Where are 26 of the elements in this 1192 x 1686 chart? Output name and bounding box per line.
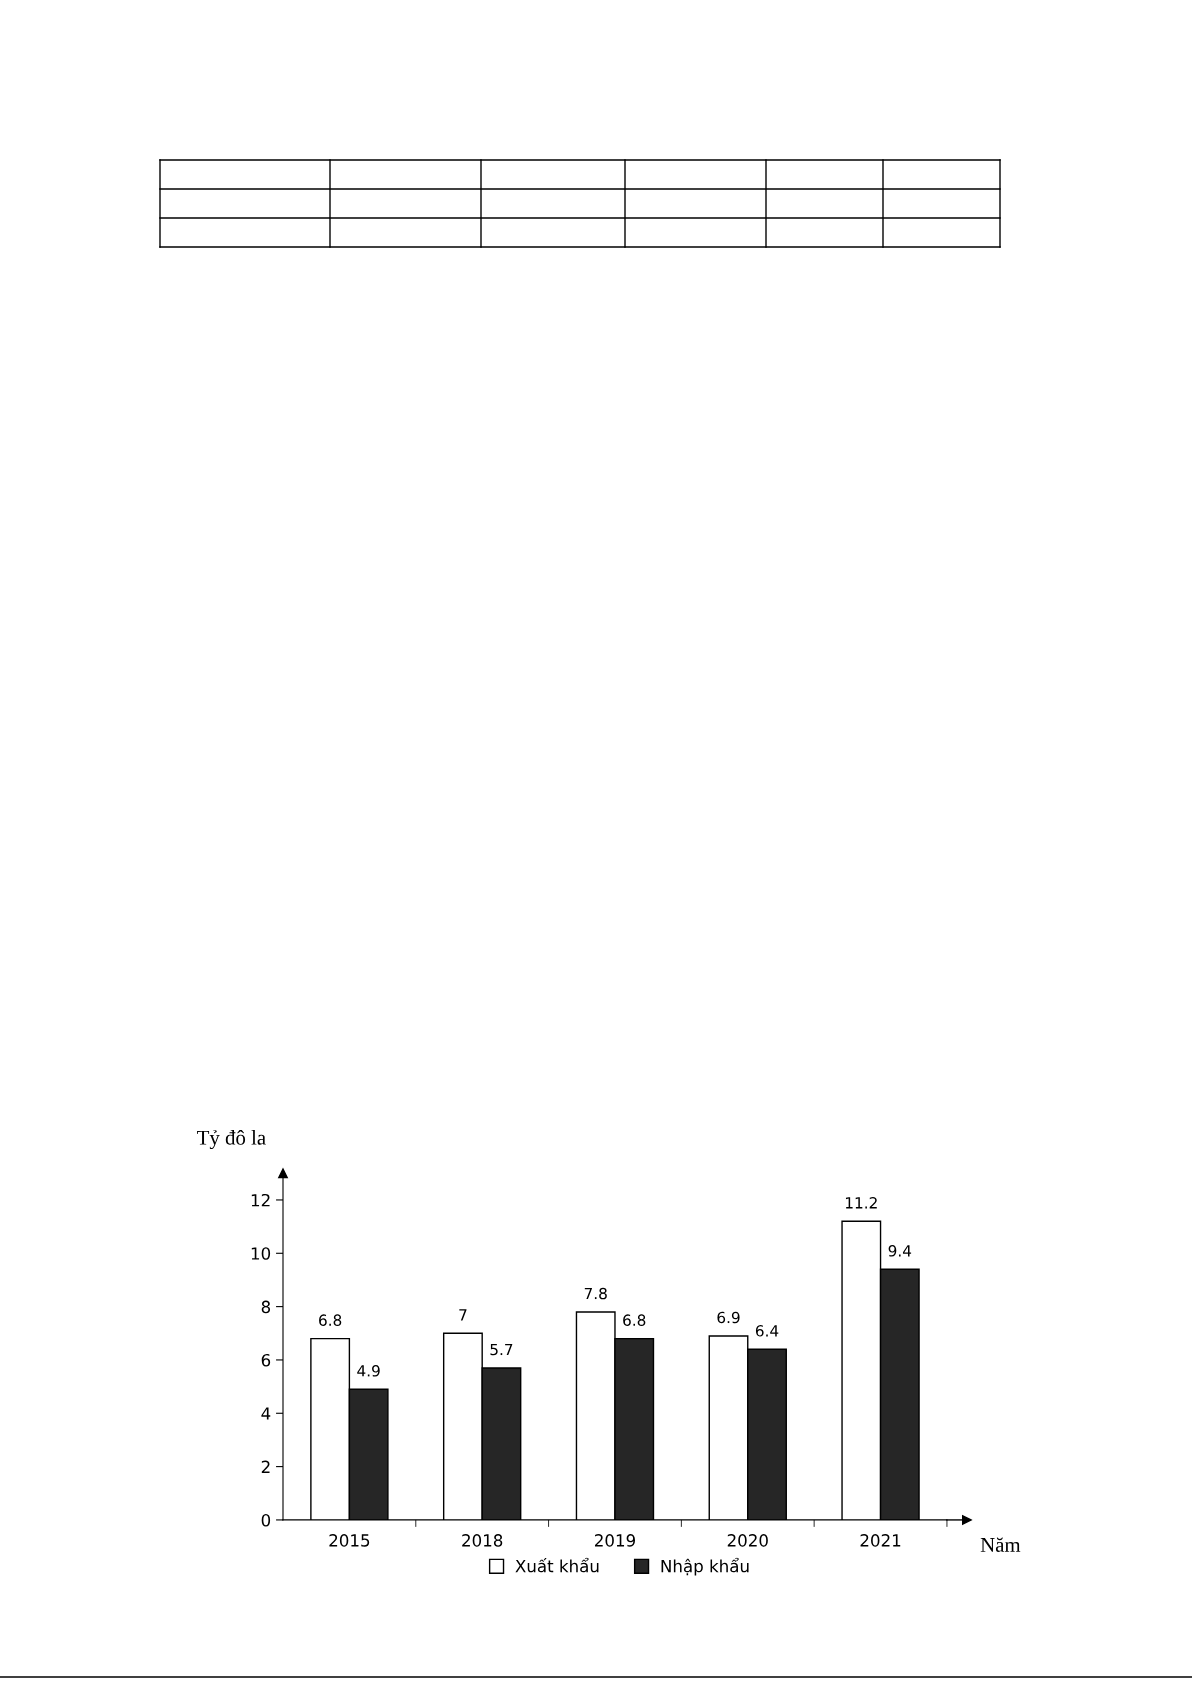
x-tick-label: 2021 bbox=[860, 1534, 901, 1547]
data-label: 5.7 bbox=[490, 1343, 513, 1356]
y-axis-title: Tỷ đô la bbox=[197, 1130, 266, 1150]
legend-label: Xuất khẩu bbox=[515, 1557, 599, 1573]
legend-label: Nhập khẩu bbox=[661, 1557, 749, 1576]
data-label: 6.9 bbox=[717, 1311, 740, 1324]
x-tick-label: 2018 bbox=[462, 1534, 503, 1547]
x-tick-label: 2020 bbox=[727, 1534, 768, 1547]
x-tick-label: 2019 bbox=[594, 1534, 636, 1547]
data-label: 6.4 bbox=[755, 1325, 779, 1337]
data-label: 6.8 bbox=[319, 1314, 342, 1326]
y-tick-label: 2 bbox=[261, 1460, 270, 1473]
data-label: 6.8 bbox=[623, 1314, 646, 1326]
y-tick-label: 4 bbox=[261, 1407, 271, 1420]
y-tick-label: 0 bbox=[261, 1513, 271, 1527]
data-label: 7 bbox=[459, 1309, 467, 1321]
data-label: 4.9 bbox=[357, 1365, 380, 1377]
y-tick-label: 10 bbox=[251, 1247, 271, 1260]
x-tick-label: 2015 bbox=[329, 1534, 370, 1547]
x-axis-title: Năm bbox=[980, 1537, 1021, 1552]
data-label: 7.8 bbox=[584, 1287, 607, 1300]
data-label: 9.4 bbox=[888, 1245, 912, 1257]
y-tick-label: 6 bbox=[261, 1353, 271, 1367]
y-tick-label: 8 bbox=[261, 1300, 271, 1314]
y-tick-label: 12 bbox=[251, 1193, 270, 1207]
data-label: 11.2 bbox=[845, 1197, 877, 1209]
